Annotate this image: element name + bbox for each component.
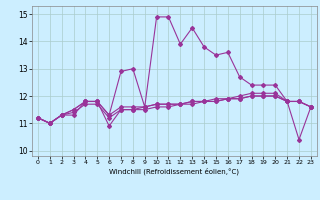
X-axis label: Windchill (Refroidissement éolien,°C): Windchill (Refroidissement éolien,°C) (109, 168, 239, 175)
